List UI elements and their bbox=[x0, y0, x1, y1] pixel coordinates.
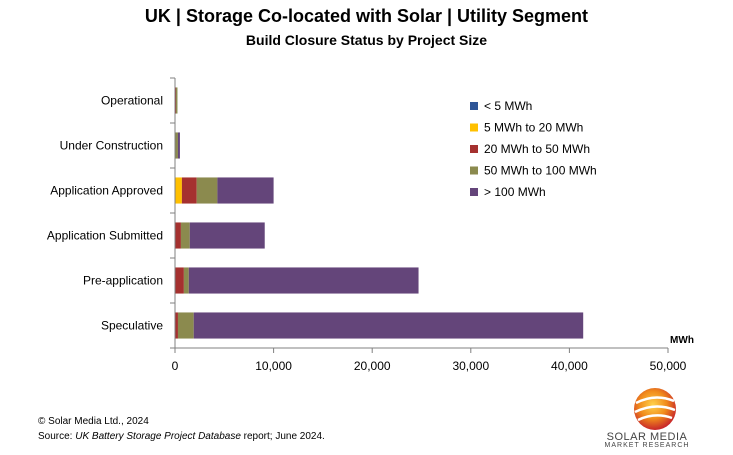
legend-label: 50 MWh to 100 MWh bbox=[484, 164, 597, 178]
x-tick-label: 50,000 bbox=[650, 359, 687, 373]
bar-segment bbox=[196, 177, 218, 204]
bar-segment bbox=[175, 177, 182, 204]
bar-segment bbox=[177, 132, 180, 159]
bar-segment bbox=[177, 312, 194, 339]
legend-label: 20 MWh to 50 MWh bbox=[484, 142, 590, 156]
bar-segment bbox=[175, 267, 184, 294]
legend-swatch bbox=[470, 166, 478, 175]
source-database-name: UK Battery Storage Project Database bbox=[75, 431, 241, 442]
bar-segment bbox=[175, 312, 178, 339]
bar-segment bbox=[189, 222, 265, 249]
bar-segment bbox=[181, 177, 197, 204]
y-tick-label: Under Construction bbox=[60, 139, 163, 153]
legend-swatch bbox=[470, 123, 478, 132]
legend-label: > 100 MWh bbox=[484, 185, 546, 199]
x-tick-label: 0 bbox=[172, 359, 179, 373]
chart-subtitle: Build Closure Status by Project Size bbox=[245, 32, 488, 48]
source-prefix: Source: bbox=[38, 431, 76, 442]
y-tick-label: Application Submitted bbox=[47, 229, 163, 243]
source-note: Source: UK Battery Storage Project Datab… bbox=[38, 431, 325, 442]
legend-label: 5 MWh to 20 MWh bbox=[484, 121, 583, 135]
y-tick-label: Application Approved bbox=[50, 184, 163, 198]
x-tick-label: 30,000 bbox=[452, 359, 489, 373]
source-suffix: report; June 2024. bbox=[240, 431, 325, 442]
legend-label: < 5 MWh bbox=[484, 99, 532, 113]
x-tick-label: 10,000 bbox=[255, 359, 292, 373]
bar-segment bbox=[180, 222, 190, 249]
chart-title: UK | Storage Co-located with Solar | Uti… bbox=[144, 6, 589, 26]
bar-segment bbox=[188, 267, 419, 294]
y-tick-label: Speculative bbox=[101, 319, 163, 333]
bar-segment bbox=[175, 132, 178, 159]
bar-segment bbox=[217, 177, 274, 204]
bar-segment bbox=[175, 222, 181, 249]
bar-segment bbox=[175, 87, 176, 114]
legend-swatch bbox=[470, 188, 478, 196]
bar-segment bbox=[183, 267, 189, 294]
legend-swatch bbox=[470, 145, 478, 153]
copyright-note: © Solar Media Ltd., 2024 bbox=[38, 416, 149, 427]
x-tick-label: 40,000 bbox=[551, 359, 588, 373]
logo-wordmark: SOLAR MEDIA bbox=[606, 431, 688, 443]
y-tick-label: Pre-application bbox=[83, 274, 163, 288]
bar-segment bbox=[193, 312, 584, 339]
y-tick-label: Operational bbox=[101, 94, 163, 108]
bar-segment bbox=[175, 87, 178, 114]
solar-media-logo-icon bbox=[634, 388, 676, 430]
x-axis-label: MWh bbox=[670, 335, 694, 346]
logo-tagline: MARKET RESEARCH bbox=[604, 442, 690, 449]
x-tick-label: 20,000 bbox=[354, 359, 391, 373]
legend-swatch bbox=[470, 102, 478, 110]
